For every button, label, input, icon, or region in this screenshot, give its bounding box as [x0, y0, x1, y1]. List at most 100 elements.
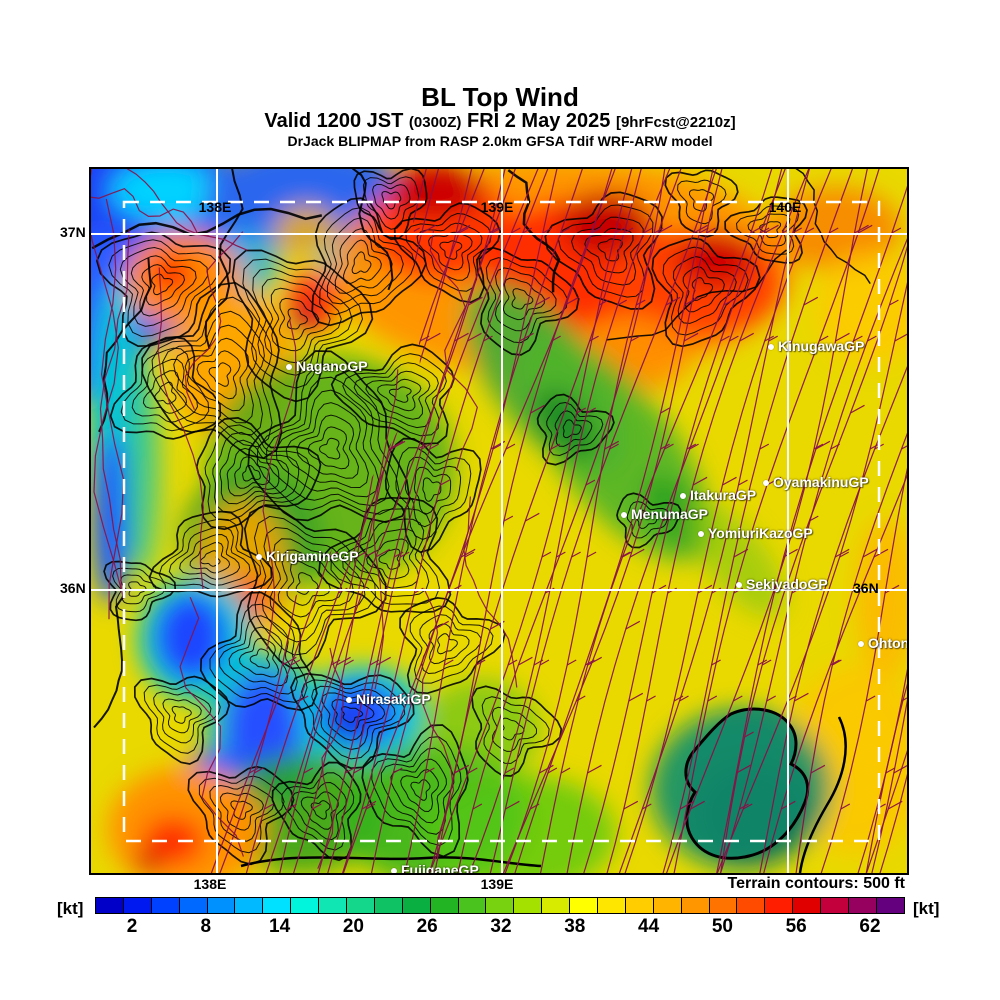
colorbar-tick: 56 [785, 916, 807, 937]
colorbar-segment [821, 898, 850, 913]
colorbar-segment [849, 898, 877, 913]
station-label: KirigamineGP [256, 548, 359, 565]
colorbar-segment [709, 898, 738, 913]
colorbar-segment [486, 898, 515, 913]
coastline-peninsula [798, 716, 847, 873]
coastline-south [240, 856, 542, 868]
colorbar-tick: 62 [859, 916, 881, 937]
colorbar-tick: 20 [342, 916, 364, 937]
colorbar-segment [347, 898, 375, 913]
colorbar [95, 897, 905, 914]
colorbar-tick: 14 [269, 916, 291, 937]
station-label: MenumaGP [621, 506, 708, 523]
colorbar-segment [625, 898, 654, 913]
colorbar-tick: 32 [490, 916, 512, 937]
terrain-note: Terrain contours: 500 ft [727, 875, 905, 892]
colorbar-tick: 8 [200, 916, 212, 937]
station-name: KinugawaGP [778, 338, 865, 354]
colorbar-segment [793, 898, 822, 913]
model-line: DrJack BLIPMAP from RASP 2.0km GFSA Tdif… [287, 133, 713, 149]
station-label: FujiganeGP [391, 862, 479, 873]
station-label: OyamakinuGP [763, 474, 869, 491]
station-label: Ohtone [858, 635, 907, 652]
colorbar-segment [458, 898, 487, 913]
station-dot [346, 697, 352, 704]
station-name: FujiganeGP [401, 862, 479, 873]
colorbar-tick: 50 [711, 916, 733, 937]
colorbar-segment [151, 898, 180, 913]
colorbar-unit-left: [kt] [57, 899, 84, 918]
colorbar-segment [876, 898, 904, 913]
station-dot [256, 554, 262, 561]
colorbar-segment [542, 898, 571, 913]
colorbar-segment [374, 898, 403, 913]
lat-label: 36N [853, 580, 879, 596]
lon-label: 139E [480, 199, 514, 215]
colorbar-segment [681, 898, 710, 913]
colorbar-segment [737, 898, 766, 913]
wind-field-plot [91, 169, 907, 873]
colorbar-segment [96, 898, 124, 913]
station-dot [698, 531, 704, 538]
station-name: SekiyadoGP [746, 576, 828, 592]
lon-label: 138E [198, 199, 232, 215]
colorbar-segment [598, 898, 626, 913]
station-name: NaganoGP [296, 358, 368, 374]
station-label: NaganoGP [286, 358, 368, 375]
colorbar-segment [765, 898, 794, 913]
station-dot [858, 641, 864, 648]
lon-label: 138E [193, 876, 227, 892]
station-dot [621, 512, 627, 519]
colorbar-segment [263, 898, 292, 913]
station-label: KinugawaGP [768, 338, 864, 355]
station-name: YomiuriKazoGP [708, 525, 813, 541]
station-name: NirasakiGP [356, 691, 431, 707]
station-name: OyamakinuGP [773, 474, 869, 490]
lat-label: 36N [60, 580, 86, 596]
station-label: ItakuraGP [680, 487, 756, 504]
colorbar-tick: 38 [564, 916, 586, 937]
colorbar-segment [430, 898, 459, 913]
colorbar-wrap: 2 8 14 20 26 32 38 44 50 56 62 [95, 897, 905, 941]
station-dot [680, 493, 686, 500]
page-title: BL Top Wind [421, 82, 579, 112]
valid-prefix: Valid 1200 JST [264, 110, 409, 132]
station-dot [286, 364, 292, 371]
colorbar-segment [570, 898, 599, 913]
terrain-contours [91, 169, 871, 866]
colorbar-tick: 44 [638, 916, 660, 937]
station-dot [768, 344, 774, 351]
domain-inset-border [122, 200, 881, 843]
colorbar-segment [514, 898, 543, 913]
station-name: ItakuraGP [690, 487, 757, 503]
station-dot [391, 868, 397, 873]
colorbar-tick: 2 [126, 916, 138, 937]
station-name: MenumaGP [631, 506, 709, 522]
colorbar-segment [235, 898, 264, 913]
station-name: KirigamineGP [266, 548, 359, 564]
station-label: SekiyadoGP [736, 576, 828, 593]
colorbar-segment [123, 898, 152, 913]
station-name: Ohtone [868, 635, 907, 651]
latlon-grid [91, 169, 907, 873]
valid-forecast: [9hrFcst@2210z] [615, 114, 736, 131]
weather-map: NaganoGP KinugawaGP OyamakinuGP ItakuraGP Me… [89, 167, 909, 875]
station-layer: NaganoGP KinugawaGP OyamakinuGP ItakuraGP Me… [91, 169, 907, 873]
colorbar-segment [207, 898, 236, 913]
lon-label: 140E [768, 199, 802, 215]
station-label: NirasakiGP [346, 691, 431, 708]
colorbar-segment [291, 898, 320, 913]
colorbar-tick: 26 [416, 916, 438, 937]
station-dot [763, 480, 769, 487]
station-label: YomiuriKazoGP [698, 525, 813, 542]
colorbar-segment [653, 898, 682, 913]
lat-label: 37N [60, 224, 86, 240]
valid-zulu: (0300Z) [408, 114, 462, 131]
colorbar-segment [179, 898, 208, 913]
colorbar-segment [402, 898, 431, 913]
valid-date: FRI 2 May 2025 [461, 110, 616, 132]
valid-time-line: Valid 1200 JST (0300Z) FRI 2 May 2025 [9… [0, 110, 1000, 133]
colorbar-unit-right: [kt] [913, 899, 940, 918]
station-dot [736, 582, 742, 589]
